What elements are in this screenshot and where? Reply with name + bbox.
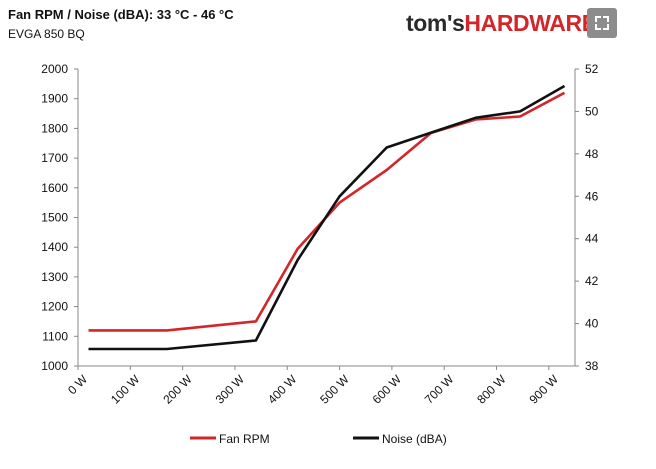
x-tick-label: 900 W [527, 372, 562, 407]
x-tick-label: 600 W [370, 372, 405, 407]
left-tick-label: 1400 [41, 240, 68, 254]
noise-line [88, 84, 566, 351]
right-tick-label: 38 [585, 359, 599, 373]
left-tick-label: 1800 [41, 121, 68, 135]
left-tick-label: 1200 [41, 300, 68, 314]
x-tick-label: 500 W [317, 372, 352, 407]
left-tick-label: 1500 [41, 211, 68, 225]
x-tick-label: 300 W [213, 372, 248, 407]
right-tick-label: 42 [585, 274, 599, 288]
left-tick-label: 1000 [41, 359, 68, 373]
left-tick-label: 2000 [41, 62, 68, 76]
right-axis-ticks: 38 40 42 44 46 48 50 52 [575, 62, 599, 373]
x-tick-label: 800 W [474, 372, 509, 407]
right-tick-label: 50 [585, 104, 599, 118]
left-tick-label: 1300 [41, 270, 68, 284]
x-tick-label: 700 W [422, 372, 457, 407]
legend-label-fan-rpm: Fan RPM [219, 432, 270, 446]
left-tick-label: 1700 [41, 151, 68, 165]
x-tick-label: 0 W [65, 372, 90, 397]
right-tick-label: 52 [585, 62, 599, 76]
x-tick-label: 400 W [265, 372, 300, 407]
x-tick-label: 200 W [160, 372, 195, 407]
x-tick-label: 100 W [108, 372, 143, 407]
right-tick-label: 48 [585, 147, 599, 161]
expand-icon [595, 16, 609, 30]
toms-hardware-logo: tom'sHARDWARE [406, 10, 597, 37]
legend-label-noise: Noise (dBA) [382, 432, 447, 446]
chart-title: Fan RPM / Noise (dBA): 33 °C - 46 °C [8, 7, 234, 22]
left-tick-label: 1600 [41, 181, 68, 195]
left-tick-label: 1100 [42, 329, 68, 343]
series-lines [88, 84, 566, 351]
fan-rpm-line [88, 91, 566, 332]
expand-image-button[interactable] [587, 8, 617, 38]
x-axis-ticks: 0 W 100 W 200 W 300 W 400 W 500 W 600 W 700 W 80… [65, 366, 561, 407]
right-tick-label: 44 [585, 232, 599, 246]
chart-subtitle: EVGA 850 BQ [8, 27, 85, 41]
right-tick-label: 46 [585, 189, 599, 203]
chart-legend: Fan RPM Noise (dBA) [190, 432, 447, 446]
left-axis-ticks: 1000 1100 1200 1300 1400 1500 1600 1700 1800 1900… [41, 62, 78, 373]
left-tick-label: 1900 [41, 92, 68, 106]
logo-toms-text: tom's [406, 10, 465, 36]
right-tick-label: 40 [585, 317, 599, 331]
logo-hardware-text: HARDWARE [464, 10, 597, 36]
